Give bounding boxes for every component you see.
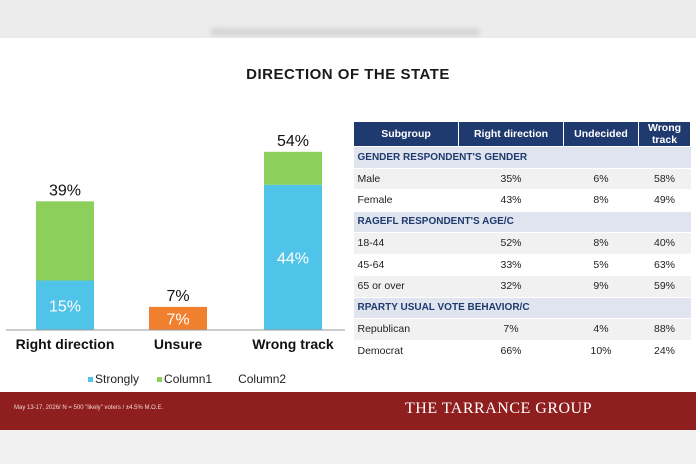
table-cell: 52% (458, 232, 564, 255)
table-cell: 33% (458, 254, 564, 276)
table-row: Democrat 66% 10% 24% (353, 340, 691, 362)
table-cell: 8% (563, 232, 639, 255)
legend-label: Column1 (164, 372, 213, 386)
table-cell: 58% (638, 168, 691, 190)
table-cell: 49% (638, 189, 691, 212)
table-row: Male 35% 6% 58% (353, 168, 691, 190)
bar-segment (36, 201, 94, 281)
blurred-header-strip (210, 28, 480, 36)
table-cell: 88% (638, 318, 691, 341)
table-header-cell: Right direction (458, 121, 564, 147)
segment-label: 7% (166, 311, 189, 328)
table-cell: 24% (638, 340, 691, 362)
table-cell: 10% (563, 340, 639, 362)
bar-segment (36, 280, 94, 330)
table-cell: 9% (563, 275, 639, 298)
legend-label: Column2 (238, 372, 287, 386)
table-cell: 65 or over (353, 275, 459, 298)
table-cell: 6% (563, 168, 639, 190)
table-cell: 4% (563, 318, 639, 341)
footer-bar (0, 392, 696, 430)
subgroup-table: Subgroup Right direction Undecided Wrong… (353, 121, 691, 362)
table-row: 65 or over 32% 9% 59% (353, 275, 691, 298)
table-cell: 8% (563, 189, 639, 212)
legend-item-column1: Column1 (157, 372, 212, 386)
footer-note: May 13-17, 2026/ N = 500 "likely" voters… (14, 405, 164, 411)
table-row: Female 43% 8% 49% (353, 189, 691, 212)
table-row: Republican 7% 4% 88% (353, 318, 691, 341)
brand-logo-text: THE TARRANCE GROUP (405, 400, 592, 417)
segment-label: 15% (49, 298, 81, 315)
table-group-label: RPARTY USUAL VOTE BEHAVIOR/C (353, 297, 691, 319)
table-cell: Male (353, 168, 459, 190)
table-header-cell: Undecided (563, 121, 639, 147)
table-cell: 43% (458, 189, 564, 212)
legend-swatch-strongly (88, 376, 93, 382)
table-group-label: GENDER RESPONDENT'S GENDER (353, 146, 691, 169)
segment-label: 44% (277, 250, 309, 267)
table-cell: 18-44 (353, 232, 459, 255)
table-header-row: Subgroup Right direction Undecided Wrong… (353, 121, 691, 147)
table-row: 18-44 52% 8% 40% (353, 232, 691, 255)
table-group-header: RPARTY USUAL VOTE BEHAVIOR/C (353, 297, 691, 319)
legend-item-column2: Column2 (238, 372, 286, 386)
table-cell: 63% (638, 254, 691, 276)
chart-legend: Strongly Column1 Column2 (88, 372, 286, 386)
slide-title: DIRECTION OF THE STATE (246, 66, 450, 83)
category-label: Right direction (16, 336, 115, 352)
table-cell: Democrat (353, 340, 459, 362)
table-group-header: GENDER RESPONDENT'S GENDER (353, 146, 691, 169)
table-group-label: RAGEFL RESPONDENT'S AGE/C (353, 211, 691, 233)
table-header-cell: Wrong track (638, 121, 691, 147)
category-label: Wrong track (252, 336, 334, 352)
table-cell: 7% (458, 318, 564, 341)
legend-label: Strongly (95, 372, 140, 386)
total-label: 54% (277, 133, 309, 150)
legend-swatch-column1 (157, 376, 163, 382)
total-label: 7% (166, 288, 189, 305)
total-label: 39% (49, 182, 81, 199)
table-cell: 32% (458, 275, 564, 298)
table-body: GENDER RESPONDENT'S GENDER Male 35% 6% 58% Fe… (353, 146, 691, 362)
legend-item-strongly: Strongly (88, 372, 139, 386)
table-cell: 35% (458, 168, 564, 190)
table-cell: 5% (563, 254, 639, 276)
category-label: Unsure (154, 336, 202, 352)
blurred-footer-strip (0, 430, 696, 464)
table-cell: 40% (638, 232, 691, 255)
table-cell: 45-64 (353, 254, 459, 276)
bar-segment (264, 151, 322, 185)
stacked-bar-chart: 15% 39% Right direction 7% 7% Unsure 44% 54% Wro… (6, 133, 345, 352)
table-group-header: RAGEFL RESPONDENT'S AGE/C (353, 211, 691, 233)
table-row: 45-64 33% 5% 63% (353, 254, 691, 276)
table-cell: 66% (458, 340, 564, 362)
table-cell: Republican (353, 318, 459, 341)
bar-segment (264, 184, 322, 330)
table-header-cell: Subgroup (353, 121, 459, 147)
table-cell: 59% (638, 275, 691, 298)
bar-segment (149, 306, 207, 330)
table-cell: Female (353, 189, 459, 212)
